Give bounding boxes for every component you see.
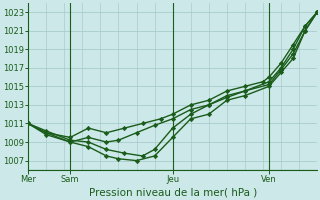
X-axis label: Pression niveau de la mer( hPa ): Pression niveau de la mer( hPa ): [89, 187, 257, 197]
